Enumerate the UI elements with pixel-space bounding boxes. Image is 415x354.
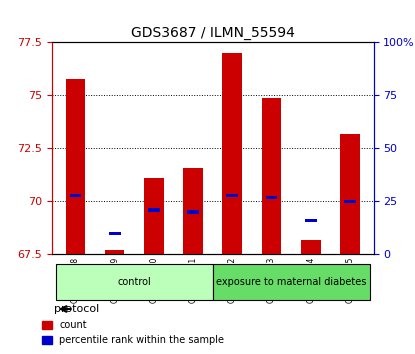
Bar [70,194,81,197]
Bar [56,264,213,300]
Legend: count, percentile rank within the sample: count, percentile rank within the sample [38,316,228,349]
Text: GSM357832: GSM357832 [228,257,237,303]
Bar [66,79,85,255]
Text: GSM357829: GSM357829 [110,257,119,303]
Text: GSM357833: GSM357833 [267,257,276,303]
Text: GSM357831: GSM357831 [188,257,198,303]
Bar [213,264,370,300]
Bar [187,211,199,214]
Title: GDS3687 / ILMN_55594: GDS3687 / ILMN_55594 [131,26,295,40]
Text: GSM357834: GSM357834 [306,257,315,303]
Text: exposure to maternal diabetes: exposure to maternal diabetes [216,277,366,287]
Bar [109,232,120,235]
Bar [227,194,238,197]
Text: GSM357835: GSM357835 [345,257,354,303]
Bar [340,134,360,255]
Bar [105,250,124,255]
Bar [305,219,317,222]
Bar [262,98,281,255]
Text: control: control [117,277,151,287]
Text: GSM357828: GSM357828 [71,257,80,303]
Bar [144,178,164,255]
Bar [222,53,242,255]
Bar [183,167,203,255]
Text: protocol: protocol [54,304,99,314]
Bar [148,209,160,212]
Text: GSM357830: GSM357830 [149,257,159,303]
Bar [266,196,277,199]
Bar [301,240,320,255]
Bar [344,200,356,203]
